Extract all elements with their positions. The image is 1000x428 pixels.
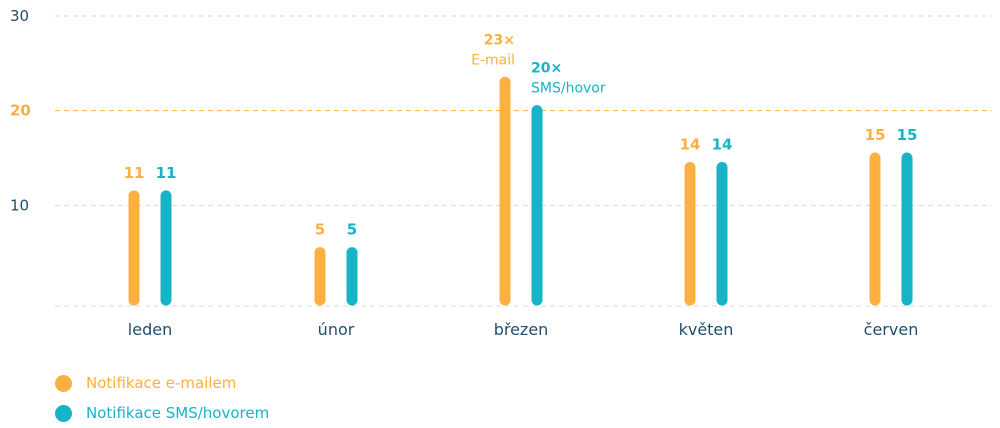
- data-label-s0-3: 14: [680, 135, 701, 153]
- data-label-s0-0: 11: [124, 164, 145, 182]
- data-label-s1-0: 11: [156, 164, 177, 182]
- data-label-s0-2: 23×: [484, 32, 515, 48]
- data-label-s1-4: 15: [897, 126, 918, 144]
- y-tick-label-10: 10: [10, 196, 29, 214]
- data-label-s0-1: 5: [315, 221, 325, 239]
- legend: Notifikace e-mailem Notifikace SMS/hovor…: [55, 368, 269, 428]
- legend-swatch-sms: [55, 404, 72, 422]
- data-label-sub-s0-2: E-mail: [471, 52, 515, 68]
- data-label-s1-2: 20×: [531, 61, 562, 77]
- x-tick-label-3: květen: [679, 320, 734, 339]
- legend-label-sms: Notifikace SMS/hovorem: [86, 404, 270, 422]
- legend-item-email: Notifikace e-mailem: [55, 368, 269, 398]
- data-label-sub-s1-2: SMS/hovor: [531, 81, 606, 97]
- data-label-s1-1: 5: [347, 221, 357, 239]
- legend-swatch-email: [55, 374, 72, 392]
- x-tick-label-1: únor: [318, 320, 355, 339]
- y-tick-label-30: 30: [10, 7, 29, 25]
- data-label-s1-3: 14: [712, 135, 733, 153]
- x-tick-label-4: červen: [864, 320, 919, 339]
- y-tick-label-20: 20: [10, 102, 31, 120]
- legend-label-email: Notifikace e-mailem: [86, 374, 237, 392]
- data-label-s0-4: 15: [865, 126, 886, 144]
- legend-item-sms: Notifikace SMS/hovorem: [55, 398, 269, 428]
- x-tick-label-0: leden: [128, 320, 172, 339]
- x-tick-label-2: březen: [494, 320, 549, 339]
